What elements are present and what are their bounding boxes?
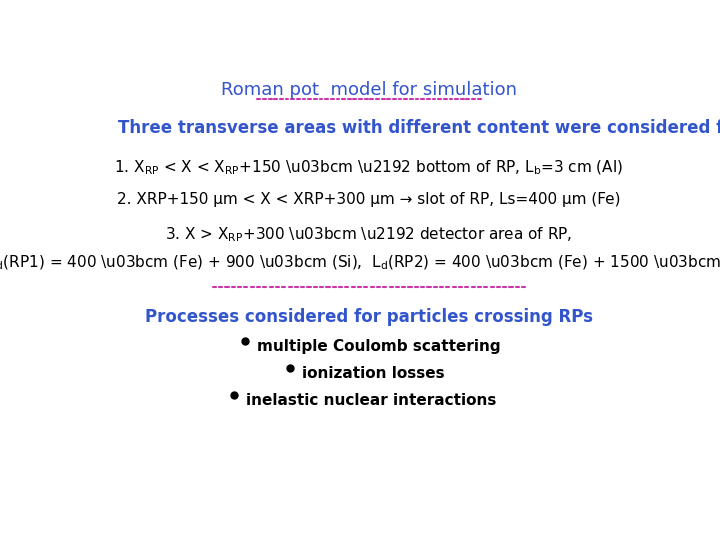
Text: 3. X > X$_{\rm RP}$+300 \u03bcm \u2192 detector area of RP,: 3. X > X$_{\rm RP}$+300 \u03bcm \u2192 d… xyxy=(166,225,572,244)
Text: 2. XRP+150 μm < X < XRP+300 μm → slot of RP, Ls=400 μm (Fe): 2. XRP+150 μm < X < XRP+300 μm → slot of… xyxy=(117,192,621,207)
Text: Three transverse areas with different content were considered for RPs: Three transverse areas with different co… xyxy=(118,119,720,137)
Text: Roman pot  model for simulation: Roman pot model for simulation xyxy=(221,82,517,99)
Text: Processes considered for particles crossing RPs: Processes considered for particles cross… xyxy=(145,308,593,326)
Text: L$_{\rm d}$(RP1) = 400 \u03bcm (Fe) + 900 \u03bcm (Si),  L$_{\rm d}$(RP2) = 400 : L$_{\rm d}$(RP1) = 400 \u03bcm (Fe) + 90… xyxy=(0,254,720,272)
Text: 1. X$_{\rm RP}$ < X < X$_{\rm RP}$+150 \u03bcm \u2192 bottom of RP, L$_{\rm b}$=: 1. X$_{\rm RP}$ < X < X$_{\rm RP}$+150 \… xyxy=(114,158,624,177)
Text: multiple Coulomb scattering: multiple Coulomb scattering xyxy=(258,339,501,354)
Text: ionization losses: ionization losses xyxy=(302,366,445,381)
Text: inelastic nuclear interactions: inelastic nuclear interactions xyxy=(246,393,497,408)
